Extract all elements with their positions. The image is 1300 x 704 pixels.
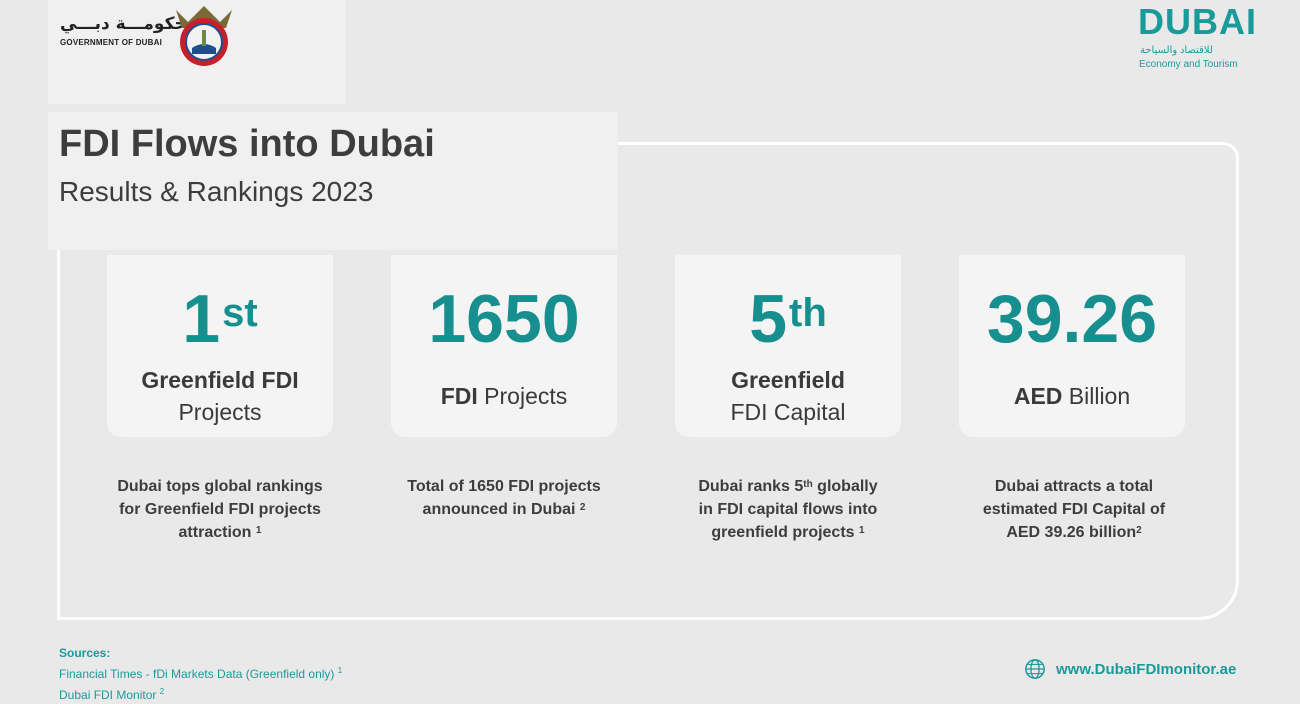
sources: Sources: Financial Times - fDi Markets D…	[59, 645, 342, 704]
stat-label-line2: FDI Capital	[730, 399, 846, 425]
page-subtitle: Results & Rankings 2023	[59, 176, 374, 207]
content-frame	[57, 142, 1239, 620]
stat-label-line1: Greenfield	[731, 367, 845, 393]
stat-label: AED Billion	[1013, 383, 1131, 409]
stat-label: FDI Projects	[440, 383, 568, 409]
stat-description: Dubai ranks 5th globally in FDI capital …	[698, 478, 878, 541]
stat-value: 1650	[428, 281, 580, 357]
stat-value: 5th	[749, 281, 827, 357]
stat-card-greenfield-capital-rank: 5th Greenfield FDI Capital	[675, 255, 901, 437]
stat-card-fdi-capital: 39.26 AED Billion	[959, 255, 1185, 437]
det-english-name: Economy and Tourism	[1139, 59, 1238, 70]
page-title: FDI Flows into Dubai	[59, 123, 435, 165]
stat-value: 1st	[182, 281, 258, 357]
stat-label-line1: Greenfield FDI	[141, 367, 299, 393]
sources-heading: Sources:	[59, 646, 111, 660]
det-arabic-name: للاقتصاد والسياحة	[1140, 45, 1213, 56]
source-item: Dubai FDI Monitor 2	[59, 687, 165, 702]
dubai-wordmark: DUBAI	[1138, 1, 1257, 42]
title-panel	[48, 112, 618, 250]
stat-value: 39.26	[986, 281, 1158, 357]
stat-card-greenfield-projects-rank: 1st Greenfield FDI Projects	[107, 255, 333, 437]
dubai-economy-tourism-logo: DUBAI للاقتصاد والسياحة Economy and Tour…	[1138, 2, 1256, 72]
source-item: Financial Times - fDi Markets Data (Gree…	[59, 666, 343, 681]
stat-description: Dubai tops global rankings for Greenfiel…	[117, 478, 323, 541]
stat-label-line2: Projects	[178, 399, 262, 425]
globe-icon	[1025, 659, 1045, 679]
website-link[interactable]: www.DubaiFDImonitor.ae	[1024, 658, 1236, 680]
government-english-name: GOVERNMENT OF DUBAI	[60, 38, 163, 47]
government-arabic-name: حكومـــة دبـــي	[60, 14, 187, 34]
government-emblem-icon	[176, 6, 232, 66]
stat-description: Dubai attracts a total estimated FDI Cap…	[982, 478, 1166, 541]
website-url[interactable]: www.DubaiFDImonitor.ae	[1056, 660, 1237, 678]
stat-description: Total of 1650 FDI projects announced in …	[407, 478, 601, 518]
stat-card-fdi-projects: 1650 FDI Projects	[391, 255, 617, 437]
